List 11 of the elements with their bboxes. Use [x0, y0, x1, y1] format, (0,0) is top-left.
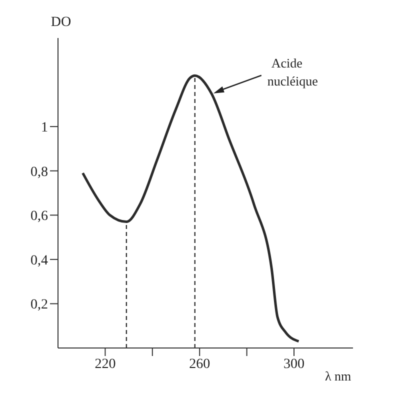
annotation: Acide nucléique — [267, 55, 318, 88]
y-tick-label: 0,2 — [30, 298, 48, 313]
y-tick-label: 0,6 — [30, 209, 48, 224]
y-tick-label: 1 — [41, 120, 48, 136]
x-tick-label: 260 — [189, 356, 210, 372]
y-tick-label: 0,8 — [30, 164, 48, 180]
x-tick-label: 220 — [94, 356, 116, 372]
x-axis-title: λ nm — [325, 368, 352, 384]
y-axis-title: DO — [50, 15, 72, 30]
x-tick-label: 300 — [284, 356, 304, 372]
y-tick-label: 0,4 — [30, 253, 48, 268]
